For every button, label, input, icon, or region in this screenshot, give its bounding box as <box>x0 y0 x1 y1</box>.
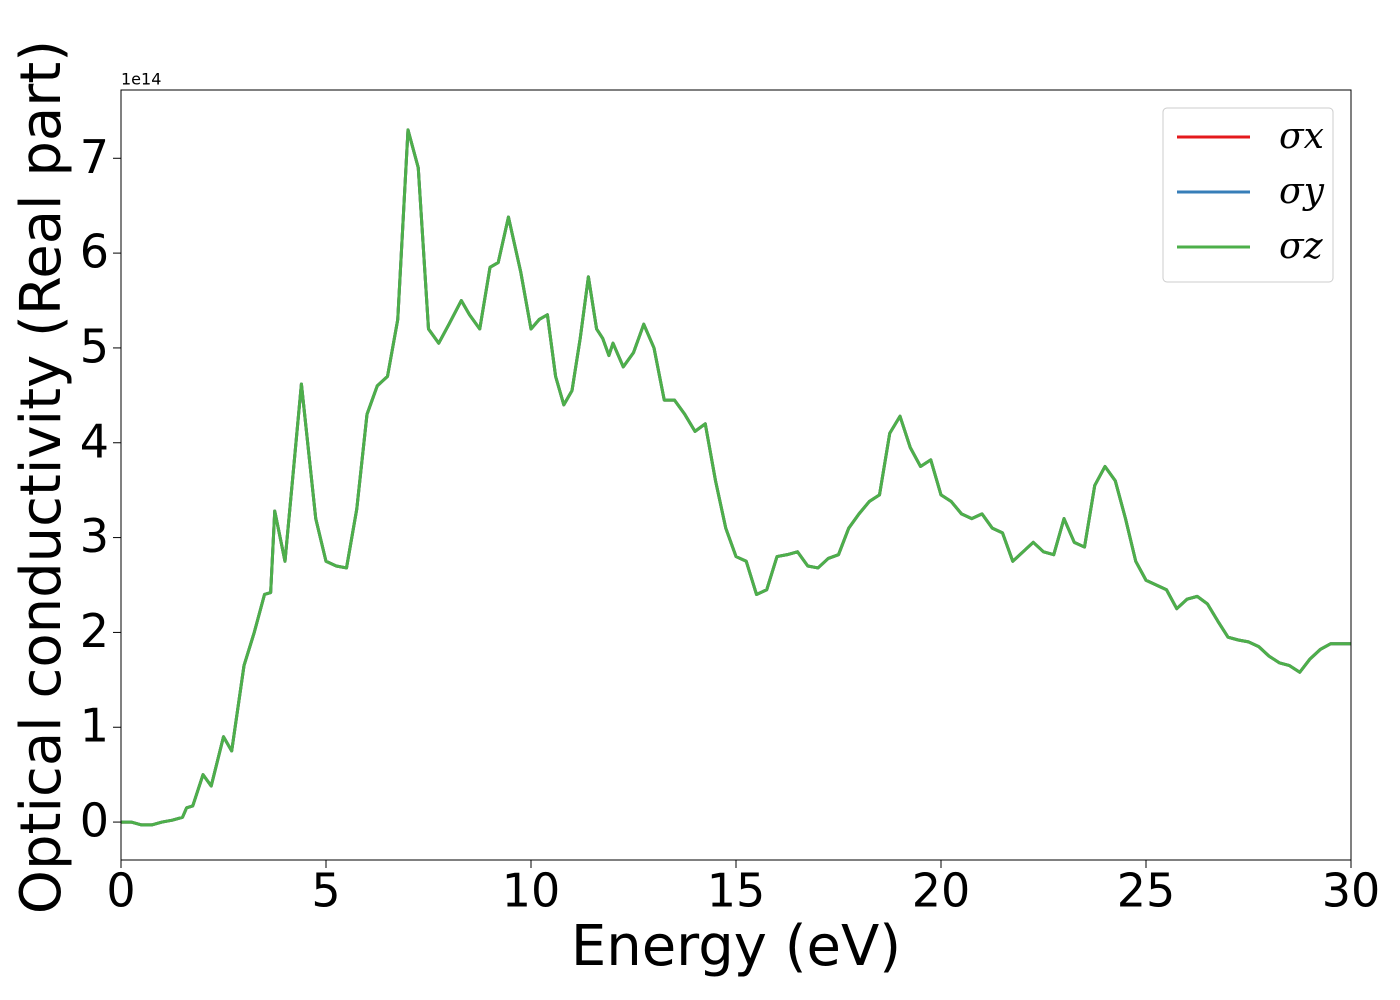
y-tick-label: 6 <box>80 225 109 279</box>
legend-label: σy <box>1279 171 1325 212</box>
y-axis-label: Optical conductivity (Real part) <box>9 40 74 914</box>
y-tick-label: 2 <box>80 604 109 658</box>
x-tick-label: 20 <box>912 864 971 918</box>
x-axis-label: Energy (eV) <box>571 914 901 979</box>
x-tick-label: 15 <box>707 864 766 918</box>
y-tick-label: 3 <box>80 509 109 563</box>
plot-frame <box>120 89 1352 861</box>
y-tick-label: 5 <box>80 319 109 373</box>
legend-label: σz <box>1279 226 1324 267</box>
y-offset-label: 1e14 <box>121 70 161 89</box>
y-tick-label: 4 <box>80 414 109 468</box>
y-tick-label: 7 <box>80 130 109 184</box>
x-tick-label: 10 <box>502 864 561 918</box>
x-tick-label: 0 <box>106 864 135 918</box>
y-tick-label: 1 <box>80 699 109 753</box>
x-tick-label: 30 <box>1322 864 1381 918</box>
x-tick-label: 25 <box>1117 864 1176 918</box>
legend-box <box>1162 107 1334 283</box>
legend-label: σx <box>1279 116 1324 157</box>
series-line <box>121 128 1351 827</box>
y-tick-label: 0 <box>80 794 109 848</box>
x-tick-label: 5 <box>311 864 340 918</box>
